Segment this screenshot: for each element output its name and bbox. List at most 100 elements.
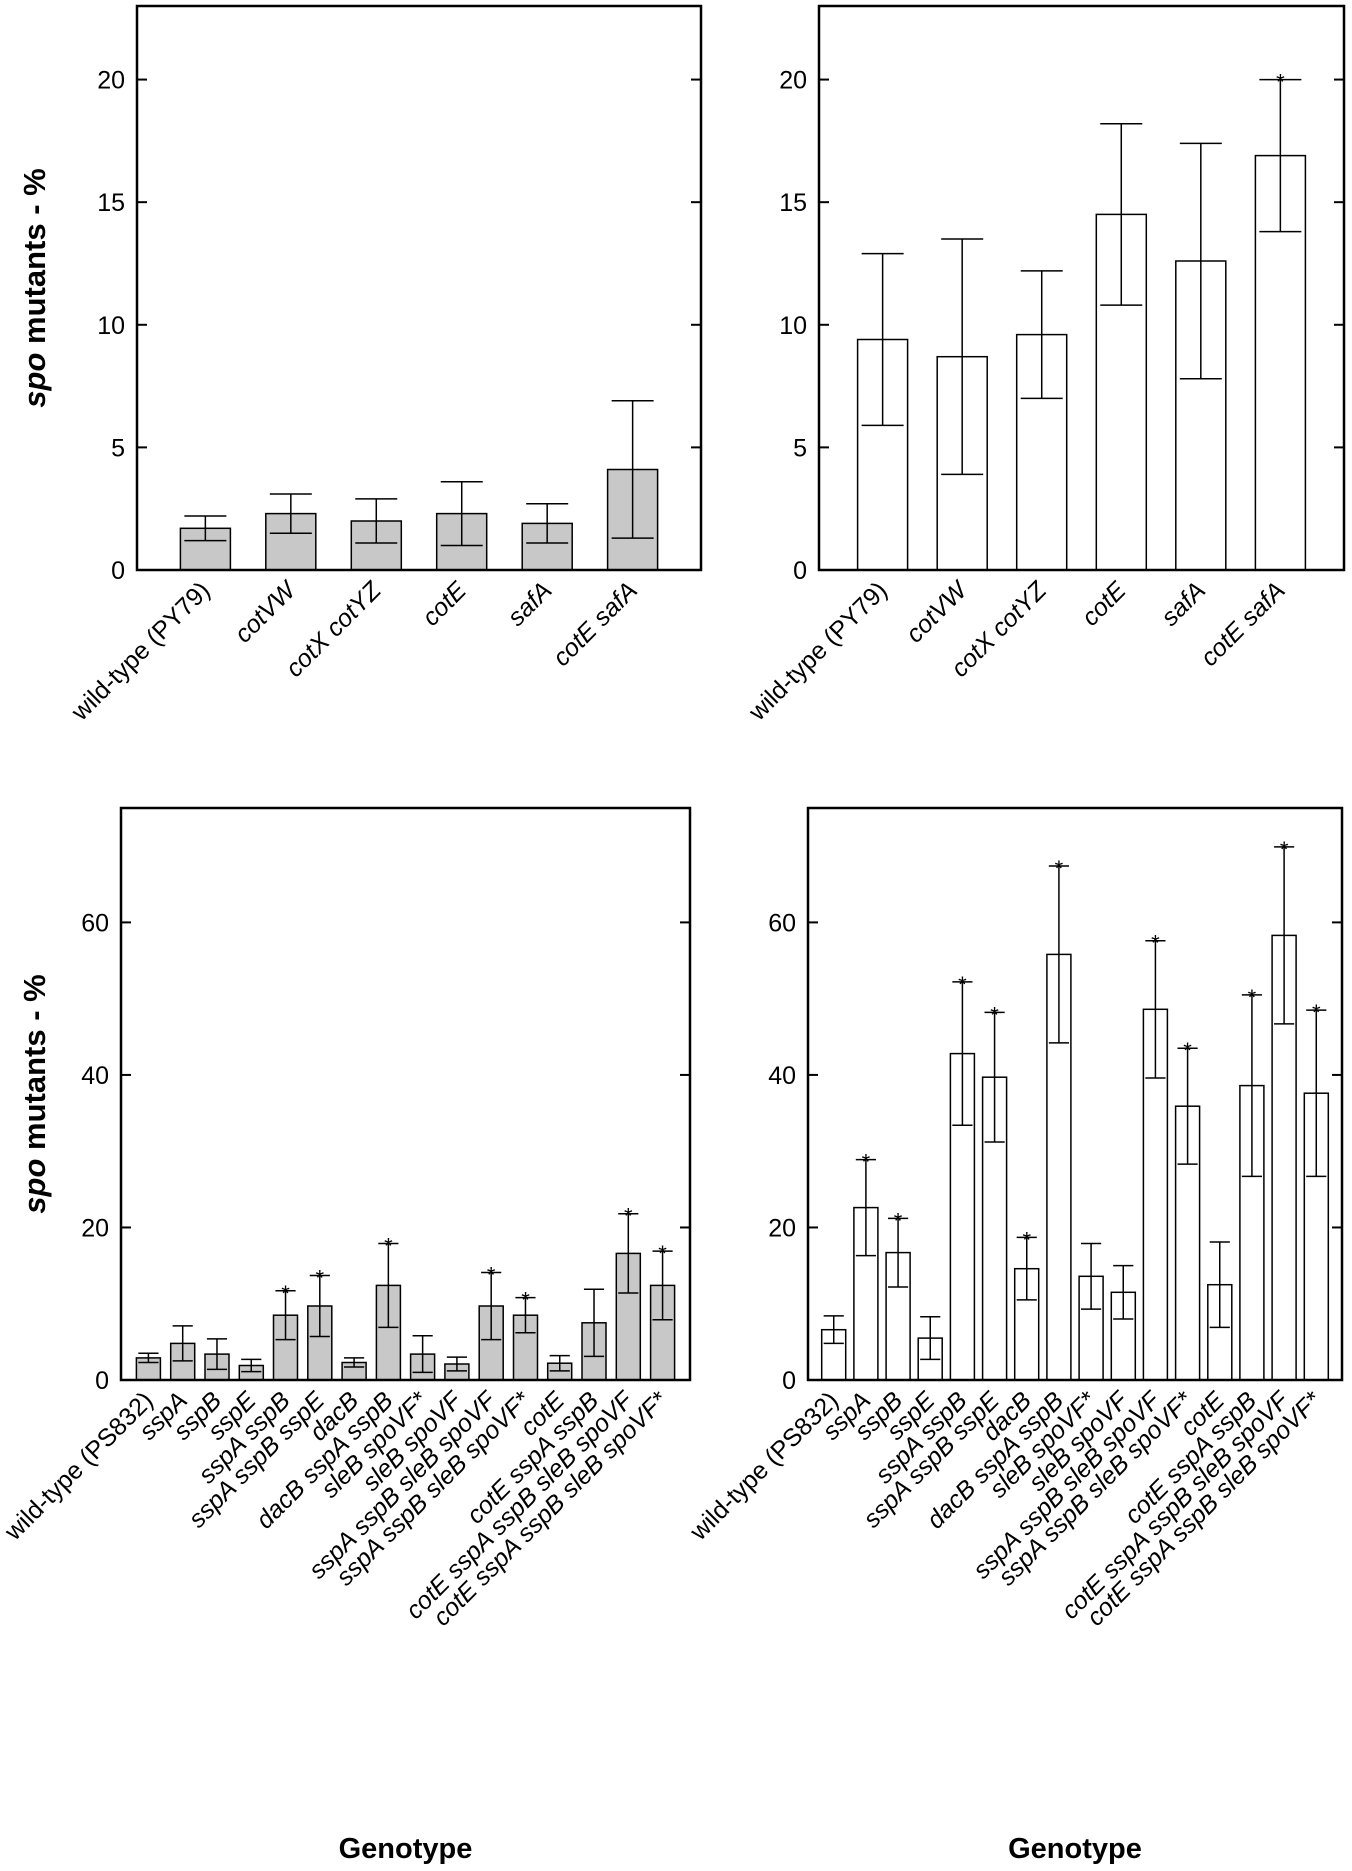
significance-marker: * (862, 1150, 871, 1175)
significance-marker: * (894, 1208, 903, 1233)
y-tick-label: 60 (768, 909, 796, 937)
error-bar (269, 493, 312, 534)
error-bar (887, 1217, 909, 1288)
x-axis-label: Genotype (339, 1833, 473, 1865)
error-bar (446, 1356, 467, 1372)
significance-marker: * (1280, 837, 1289, 862)
error-bar (1020, 270, 1063, 400)
error-bar (611, 400, 654, 539)
x-category-label: cotE safA (547, 576, 642, 671)
significance-marker: * (658, 1241, 667, 1266)
significance-marker: * (1276, 70, 1285, 95)
error-bar (984, 1011, 1005, 1143)
error-bar (1100, 122, 1143, 306)
error-bar (526, 503, 569, 544)
error-bar (1259, 78, 1302, 233)
y-axis-label: spo mutants - % (17, 168, 52, 407)
error-bar (1048, 865, 1069, 1044)
y-tick-label: 0 (95, 1367, 109, 1395)
x-category-label: cotE safA (1195, 576, 1290, 671)
significance-marker: * (624, 1204, 633, 1229)
y-tick-label: 40 (81, 1062, 109, 1090)
error-bar (1179, 142, 1222, 380)
error-bar (861, 252, 904, 427)
significance-marker: * (958, 972, 967, 997)
significance-marker: * (1248, 985, 1257, 1010)
error-bar (1241, 994, 1263, 1178)
plot-frame (135, 4, 703, 572)
significance-marker: * (1022, 1227, 1031, 1252)
error-bar (241, 1358, 262, 1373)
y-tick-label: 0 (782, 1367, 796, 1395)
error-bar (1081, 1242, 1102, 1310)
error-bar (583, 1288, 605, 1358)
error-bar (515, 1296, 536, 1334)
significance-marker: * (1183, 1038, 1192, 1063)
significance-marker: * (990, 1002, 999, 1027)
error-bar (1177, 1047, 1198, 1165)
error-bar (920, 1315, 941, 1361)
error-bar (1145, 939, 1166, 1079)
x-category-label: wild-type (PS832) (684, 1386, 844, 1546)
error-bar (855, 1158, 876, 1257)
y-tick-label: 10 (779, 312, 807, 340)
error-bar (344, 1357, 365, 1368)
y-tick-label: 5 (111, 434, 125, 462)
y-tick-label: 20 (97, 67, 125, 95)
error-bar (309, 1274, 330, 1338)
y-tick-label: 10 (97, 312, 125, 340)
significance-marker: * (1312, 1000, 1321, 1025)
y-tick-label: 0 (111, 557, 125, 585)
y-tick-label: 40 (768, 1062, 796, 1090)
error-bar (206, 1338, 228, 1371)
y-tick-label: 60 (81, 909, 109, 937)
y-tick-label: 5 (793, 434, 807, 462)
significance-marker: * (384, 1234, 393, 1259)
y-tick-label: 20 (768, 1214, 796, 1242)
error-bar (549, 1354, 570, 1372)
y-tick-label: 20 (779, 67, 807, 95)
x-category-label: wild-type (PY79) (743, 576, 893, 726)
error-bar (1209, 1241, 1230, 1329)
significance-marker: * (521, 1288, 530, 1313)
x-category-label: cotVW (901, 575, 975, 649)
error-bar (172, 1325, 193, 1362)
x-axis-label: Genotype (1008, 1833, 1142, 1865)
plot-frame (119, 806, 692, 1382)
error-bar (355, 498, 398, 544)
x-category-label: cotE (417, 576, 472, 631)
x-category-label: cotE (1076, 576, 1131, 631)
y-tick-label: 20 (81, 1214, 109, 1242)
error-bar (1274, 846, 1295, 1025)
bar (649, 1284, 676, 1381)
error-bar (1016, 1236, 1037, 1301)
error-bar (823, 1315, 844, 1345)
error-bar (138, 1352, 159, 1364)
error-bar (378, 1242, 399, 1329)
significance-marker: * (1055, 856, 1064, 881)
error-bar (440, 480, 483, 547)
error-bar (941, 238, 984, 476)
error-bar (412, 1335, 433, 1374)
significance-marker: * (1151, 931, 1160, 956)
error-bar (275, 1290, 296, 1341)
error-bar (184, 515, 227, 542)
significance-marker: * (281, 1281, 290, 1306)
x-category-label: safA (502, 576, 557, 631)
error-bar (1113, 1264, 1134, 1320)
significance-marker: * (316, 1266, 325, 1291)
error-bar (618, 1212, 639, 1294)
x-category-label: safA (1156, 576, 1211, 631)
error-bar (652, 1250, 673, 1321)
significance-marker: * (487, 1263, 496, 1288)
x-category-label: wild-type (PY79) (65, 576, 215, 726)
error-bar (481, 1271, 502, 1341)
plot-frame (817, 4, 1346, 572)
y-tick-label: 15 (97, 189, 125, 217)
error-bar (1306, 1009, 1327, 1178)
